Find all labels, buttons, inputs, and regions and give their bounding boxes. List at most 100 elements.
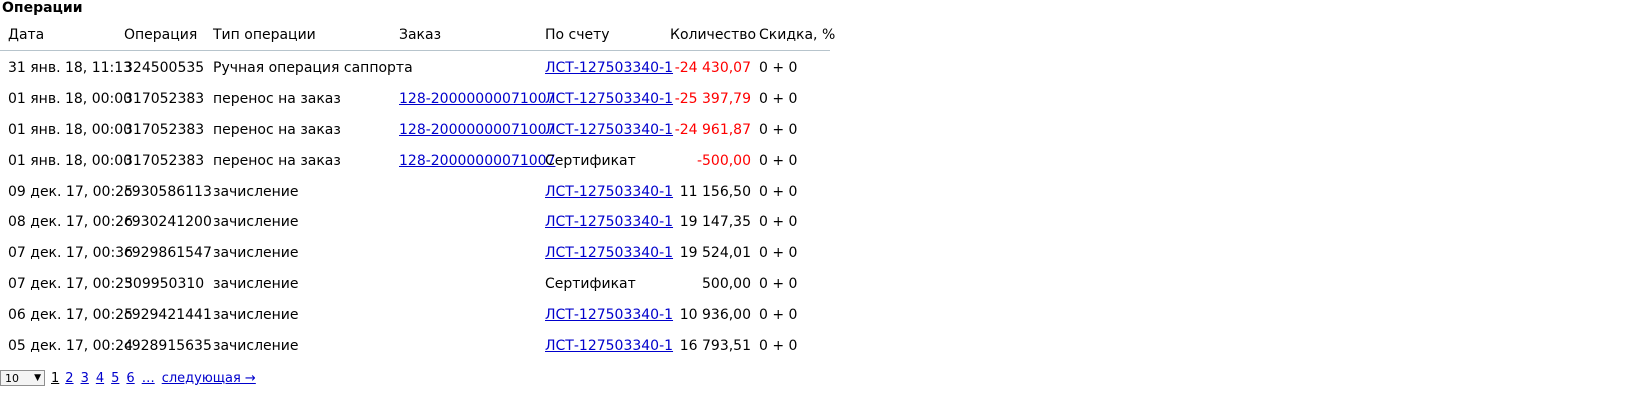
- page-title: Операции: [2, 0, 83, 16]
- cell-account: ЛСТ-127503340-1: [537, 238, 673, 269]
- cell-order: [391, 238, 537, 269]
- cell-order: [391, 207, 537, 238]
- cell-operation: 309950310: [124, 275, 205, 292]
- cell-operation: 317052383: [124, 152, 205, 169]
- cell-quantity: -500,00: [696, 152, 751, 169]
- account-link[interactable]: ЛСТ-127503340-1: [545, 214, 674, 231]
- cell-account: Сертификат: [545, 152, 636, 169]
- cell-order: 128-20000000071007: [391, 115, 555, 146]
- cell-account: ЛСТ-127503340-1: [537, 330, 673, 361]
- cell-discount: 0 + 0: [759, 183, 798, 200]
- cell-type: зачисление: [213, 337, 299, 354]
- cell-operation: c930586113: [124, 183, 212, 200]
- col-header-order: Заказ: [391, 20, 537, 51]
- cell-discount: 0 + 0: [759, 60, 798, 77]
- col-header-discount: Скидка, %: [751, 20, 835, 51]
- table-header-row: Дата Операция Тип операции Заказ По счет…: [0, 20, 835, 51]
- cell-account: ЛСТ-127503340-1: [537, 115, 673, 146]
- cell-operation: c929421441: [124, 306, 212, 323]
- cell-date: 01 янв. 18, 00:00: [8, 121, 133, 138]
- cell-date: 09 дек. 17, 00:25: [8, 183, 133, 200]
- cell-date: 01 янв. 18, 00:00: [8, 91, 133, 108]
- cell-discount: 0 + 0: [759, 121, 798, 138]
- cell-operation: c930241200: [124, 214, 212, 231]
- operations-table: Дата Операция Тип операции Заказ По счет…: [0, 20, 835, 361]
- page-link-4[interactable]: 4: [95, 370, 105, 386]
- table-row: 05 дек. 17, 00:24 c928915635 зачисление ЛСТ…: [0, 330, 830, 361]
- cell-order: [391, 269, 537, 300]
- cell-order: [391, 176, 537, 207]
- cell-date: 08 дек. 17, 00:26: [8, 214, 133, 231]
- page-link-6[interactable]: 6: [126, 370, 135, 386]
- col-header-quantity: Количество: [662, 20, 756, 51]
- cell-type: зачисление: [213, 275, 299, 292]
- cell-operation: 317052383: [124, 91, 205, 108]
- table-row: 07 дек. 17, 00:25 309950310 зачисление Серт…: [0, 269, 830, 300]
- current-page: 1: [51, 370, 60, 386]
- order-link[interactable]: 128-20000000071007: [399, 121, 556, 138]
- cell-account: ЛСТ-127503340-1: [537, 84, 673, 115]
- cell-order: [391, 51, 537, 84]
- cell-quantity: -24 961,87: [674, 121, 751, 138]
- cell-quantity: 19 147,35: [679, 214, 751, 231]
- cell-discount: 0 + 0: [759, 306, 798, 323]
- cell-discount: 0 + 0: [759, 152, 798, 169]
- cell-account: Сертификат: [545, 275, 636, 292]
- cell-order: [391, 330, 537, 361]
- cell-order: 128-20000000071007: [391, 84, 555, 115]
- table-row: 01 янв. 18, 00:00 317052383 перенос на зак…: [0, 84, 830, 115]
- order-link[interactable]: 128-20000000071007: [399, 91, 556, 108]
- cell-type: зачисление: [213, 214, 299, 231]
- cell-order: 128-20000000071007: [391, 145, 555, 176]
- cell-operation: 317052383: [124, 121, 205, 138]
- cell-type: перенос на заказ: [213, 152, 341, 169]
- account-link[interactable]: ЛСТ-127503340-1: [545, 91, 674, 108]
- page-link-5[interactable]: 5: [111, 370, 120, 386]
- cell-date: 05 дек. 17, 00:24: [8, 337, 133, 354]
- page-link-3[interactable]: 3: [80, 370, 89, 386]
- next-page-link[interactable]: следующая →: [161, 370, 256, 386]
- account-link[interactable]: ЛСТ-127503340-1: [545, 245, 674, 262]
- cell-date: 01 янв. 18, 00:00: [8, 152, 133, 169]
- cell-account: ЛСТ-127503340-1: [537, 299, 673, 330]
- table-row: 31 янв. 18, 11:13 324500535 Ручная операци…: [0, 51, 830, 84]
- cell-date: 07 дек. 17, 00:25: [8, 275, 133, 292]
- page-size-select[interactable]: 10 ▼: [0, 370, 45, 386]
- cell-type: перенос на заказ: [213, 121, 341, 138]
- account-link[interactable]: ЛСТ-127503340-1: [545, 60, 674, 77]
- cell-type: перенос на заказ: [213, 91, 341, 108]
- table-row: 01 янв. 18, 00:00 317052383 перенос на зак…: [0, 145, 830, 176]
- cell-discount: 0 + 0: [759, 275, 798, 292]
- page-link-2[interactable]: 2: [65, 370, 74, 386]
- order-link[interactable]: 128-20000000071007: [399, 152, 556, 169]
- cell-quantity: 10 936,00: [679, 306, 751, 323]
- cell-date: 31 янв. 18, 11:13: [8, 60, 133, 77]
- col-header-account: По счету: [537, 20, 662, 51]
- table-row: 09 дек. 17, 00:25 c930586113 зачисление ЛСТ…: [0, 176, 830, 207]
- account-link[interactable]: ЛСТ-127503340-1: [545, 121, 674, 138]
- cell-account: ЛСТ-127503340-1: [537, 207, 673, 238]
- cell-operation: c928915635: [124, 337, 212, 354]
- col-header-date: Дата: [0, 20, 116, 51]
- table-row: 07 дек. 17, 00:36 c929861547 зачисление ЛСТ…: [0, 238, 830, 269]
- page-link-ellipsis[interactable]: …: [141, 370, 155, 386]
- cell-quantity: -25 397,79: [674, 91, 751, 108]
- cell-type: зачисление: [213, 245, 299, 262]
- cell-quantity: 19 524,01: [679, 245, 751, 262]
- pagination: 10 ▼ 1 2 3 4 5 6 … следующая →: [0, 369, 263, 387]
- col-header-type: Тип операции: [205, 20, 391, 51]
- cell-type: зачисление: [213, 306, 299, 323]
- chevron-down-icon: ▼: [34, 373, 41, 383]
- account-link[interactable]: ЛСТ-127503340-1: [545, 337, 674, 354]
- account-link[interactable]: ЛСТ-127503340-1: [545, 183, 674, 200]
- cell-discount: 0 + 0: [759, 245, 798, 262]
- cell-operation: 324500535: [124, 60, 205, 77]
- cell-discount: 0 + 0: [759, 337, 798, 354]
- cell-quantity: 16 793,51: [679, 337, 751, 354]
- cell-date: 06 дек. 17, 00:25: [8, 306, 133, 323]
- table-row: 01 янв. 18, 00:00 317052383 перенос на зак…: [0, 115, 830, 146]
- account-link[interactable]: ЛСТ-127503340-1: [545, 306, 674, 323]
- cell-account: ЛСТ-127503340-1: [537, 51, 673, 84]
- cell-type: зачисление: [213, 183, 299, 200]
- cell-discount: 0 + 0: [759, 91, 798, 108]
